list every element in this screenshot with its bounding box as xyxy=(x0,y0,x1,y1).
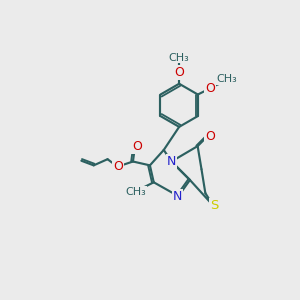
Text: O: O xyxy=(132,140,142,153)
Text: CH₃: CH₃ xyxy=(169,52,190,63)
Text: CH₃: CH₃ xyxy=(217,74,238,84)
Text: S: S xyxy=(210,199,219,212)
Text: O: O xyxy=(205,82,215,95)
Text: N: N xyxy=(173,190,182,203)
Text: O: O xyxy=(174,67,184,80)
Text: O: O xyxy=(205,130,215,142)
Text: N: N xyxy=(167,155,176,168)
Text: CH₃: CH₃ xyxy=(125,187,146,196)
Text: O: O xyxy=(113,160,123,172)
